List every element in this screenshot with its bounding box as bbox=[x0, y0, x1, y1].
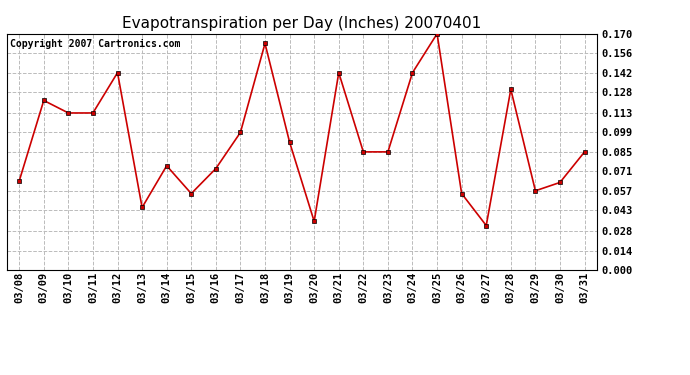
Text: Copyright 2007 Cartronics.com: Copyright 2007 Cartronics.com bbox=[10, 39, 180, 48]
Title: Evapotranspiration per Day (Inches) 20070401: Evapotranspiration per Day (Inches) 2007… bbox=[122, 16, 482, 31]
